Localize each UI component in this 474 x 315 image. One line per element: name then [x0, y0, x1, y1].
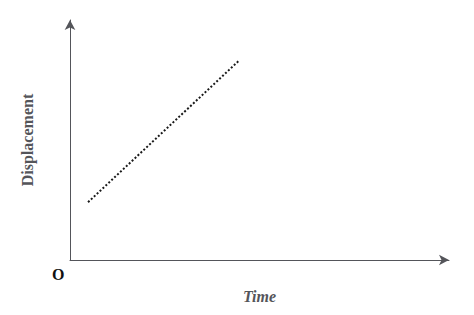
- svg-text:Time: Time: [243, 288, 276, 305]
- svg-text:Displacement: Displacement: [19, 93, 37, 186]
- svg-text:O: O: [52, 266, 64, 283]
